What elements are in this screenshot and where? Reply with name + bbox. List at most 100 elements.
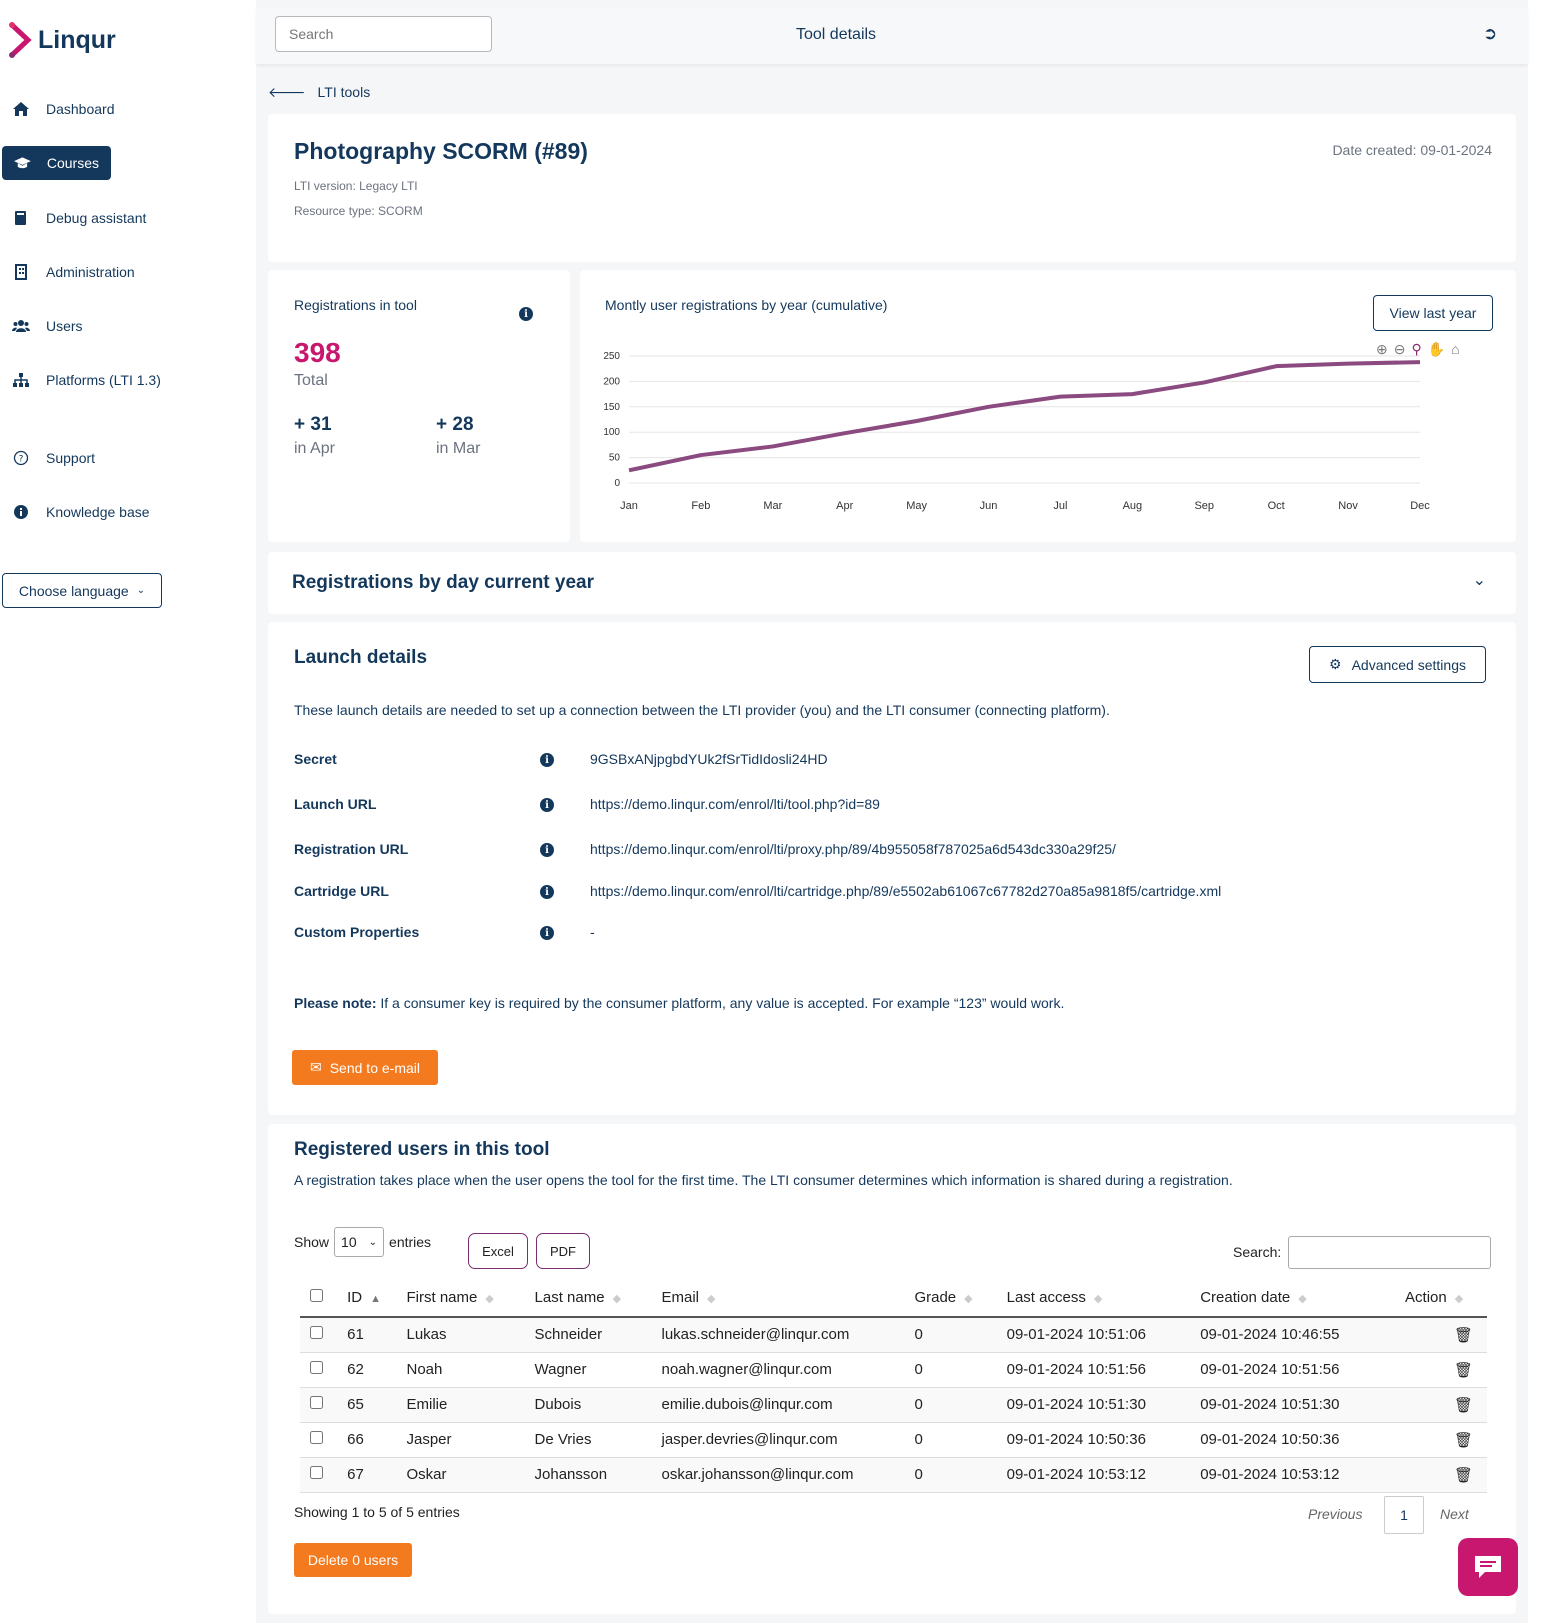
sidebar-item-debug-assistant[interactable]: Debug assistant xyxy=(0,201,158,235)
column-header[interactable]: Last access ◆ xyxy=(1006,1279,1201,1318)
sidebar-item-users[interactable]: Users xyxy=(0,309,95,343)
delete-row-button[interactable]: 🗑 xyxy=(1405,1352,1487,1388)
logout-icon[interactable]: ➲ xyxy=(1483,24,1498,43)
advanced-settings-button[interactable]: ⚙ Advanced settings xyxy=(1309,646,1486,683)
sidebar-item-administration[interactable]: Administration xyxy=(0,255,147,289)
info-icon[interactable]: i xyxy=(540,843,554,857)
row-checkbox[interactable] xyxy=(300,1317,348,1353)
column-label: Email xyxy=(661,1289,700,1306)
table-cell: 0 xyxy=(914,1352,1007,1388)
row-checkbox[interactable] xyxy=(300,1422,348,1458)
column-header[interactable]: Action ◆ xyxy=(1405,1279,1487,1318)
info-icon[interactable]: i xyxy=(540,798,554,812)
language-label: Choose language xyxy=(18,582,129,599)
page-1-button[interactable]: 1 xyxy=(1384,1496,1424,1534)
breadcrumb-back-link[interactable]: LTI tools xyxy=(317,84,371,100)
info-icon[interactable]: i xyxy=(540,926,554,940)
sidebar-item-label: Dashboard xyxy=(46,101,115,117)
table-cell: 09-01-2024 10:51:30 xyxy=(1006,1387,1201,1423)
sidebar-item-label: Platforms (LTI 1.3) xyxy=(46,372,161,388)
launch-row-label: Registration URL xyxy=(294,841,409,857)
sidebar-item-support[interactable]: ? Support xyxy=(0,441,107,475)
delete-row-button[interactable]: 🗑 xyxy=(1405,1317,1487,1353)
column-header[interactable]: Grade ◆ xyxy=(914,1279,1007,1318)
view-last-year-button[interactable]: View last year xyxy=(1373,295,1493,331)
column-label: Creation date xyxy=(1200,1289,1291,1306)
launch-row-value[interactable]: https://demo.linqur.com/enrol/lti/tool.p… xyxy=(590,796,880,812)
stat-mar-label: in Mar xyxy=(436,440,481,457)
search-input[interactable]: Search xyxy=(275,16,492,52)
brand-name: Linqur xyxy=(38,25,116,54)
column-label: Grade xyxy=(914,1289,957,1306)
sort-icon: ▲ xyxy=(370,1293,381,1305)
sidebar-item-label: Support xyxy=(46,450,96,466)
excel-export-button[interactable]: Excel xyxy=(468,1233,528,1269)
x-tick-label: Oct xyxy=(1268,500,1285,512)
send-email-button[interactable]: ✉ Send to e-mail xyxy=(292,1050,438,1085)
table-search-input[interactable] xyxy=(1288,1236,1491,1269)
launch-row-value[interactable]: https://demo.linqur.com/enrol/lti/cartri… xyxy=(590,883,1222,899)
page-size-select[interactable]: 10 ⌄ xyxy=(334,1227,385,1257)
table-row: 62 Noah Wagner noah.wagner@linqur.com 0 09-01… xyxy=(300,1352,1487,1388)
language-select[interactable]: Choose language ⌄ xyxy=(2,573,162,608)
launch-row-label: Secret xyxy=(294,751,337,767)
launch-row-value[interactable]: https://demo.linqur.com/enrol/lti/proxy.… xyxy=(590,841,1116,857)
chat-button[interactable] xyxy=(1458,1538,1518,1596)
info-icon[interactable]: i xyxy=(540,753,554,767)
pdf-export-button[interactable]: PDF xyxy=(536,1233,590,1269)
selection-zoom-icon[interactable]: ⚲ xyxy=(1411,341,1422,357)
info-icon[interactable]: i xyxy=(540,885,554,899)
column-header[interactable]: Last name ◆ xyxy=(534,1279,662,1318)
delete-row-button[interactable]: 🗑 xyxy=(1405,1387,1487,1423)
zoom-in-icon[interactable]: ⊕ xyxy=(1376,341,1388,357)
column-header[interactable]: Creation date ◆ xyxy=(1200,1279,1406,1318)
row-checkbox[interactable] xyxy=(300,1387,348,1423)
table-cell: Jasper xyxy=(406,1422,535,1458)
x-tick-label: Aug xyxy=(1123,500,1143,512)
table-cell: Noah xyxy=(406,1352,535,1388)
users-icon xyxy=(12,320,30,332)
info-icon[interactable]: i xyxy=(519,307,533,321)
row-checkbox[interactable] xyxy=(300,1352,348,1388)
graduation-cap-icon xyxy=(14,157,31,169)
x-tick-label: Jul xyxy=(1053,500,1067,512)
next-page-button[interactable]: Next xyxy=(1440,1506,1469,1522)
table-cell: 0 xyxy=(914,1387,1007,1423)
launch-row-value[interactable]: 9GSBxANjpgbdYUk2fSrTidIdosli24HD xyxy=(590,751,828,767)
gear-icon: ⚙ xyxy=(1329,656,1342,672)
trash-icon: 🗑 xyxy=(1453,1396,1473,1414)
column-header[interactable]: ID ▲ xyxy=(347,1279,407,1318)
breadcrumb[interactable]: 🡐 LTI tools xyxy=(268,84,370,101)
svg-text:?: ? xyxy=(19,455,24,465)
sidebar-item-platforms[interactable]: Platforms (LTI 1.3) xyxy=(0,363,173,397)
stat-apr-label: in Apr xyxy=(294,440,335,457)
launch-row-value[interactable]: - xyxy=(590,924,595,940)
table-cell: Johansson xyxy=(534,1457,662,1493)
select-all-checkbox[interactable] xyxy=(300,1279,348,1318)
logo[interactable]: Linqur xyxy=(8,22,116,58)
zoom-out-icon[interactable]: ⊖ xyxy=(1393,341,1406,357)
reset-home-icon[interactable]: ⌂ xyxy=(1451,341,1460,357)
pan-hand-icon[interactable]: ✋ xyxy=(1427,341,1446,357)
note-label: Please note: xyxy=(294,995,377,1011)
chat-icon xyxy=(1475,1556,1501,1578)
delete-users-button[interactable]: Delete 0 users xyxy=(294,1543,412,1577)
previous-page-button[interactable]: Previous xyxy=(1308,1506,1363,1522)
trash-icon: 🗑 xyxy=(1453,1466,1473,1484)
info-circle-icon xyxy=(14,505,28,519)
chevron-down-icon[interactable]: ⌄ xyxy=(1472,572,1486,589)
table-cell: 66 xyxy=(347,1422,407,1458)
row-checkbox[interactable] xyxy=(300,1457,348,1493)
sort-icon: ◆ xyxy=(1298,1293,1307,1305)
sidebar-item-dashboard[interactable]: Dashboard xyxy=(0,92,127,126)
sidebar-item-courses[interactable]: Courses xyxy=(2,146,111,180)
delete-row-button[interactable]: 🗑 xyxy=(1405,1457,1487,1493)
by-day-title: Registrations by day current year xyxy=(292,572,594,593)
registrations-by-day-panel[interactable]: Registrations by day current year ⌄ xyxy=(268,552,1516,614)
users-title: Registered users in this tool xyxy=(294,1139,550,1160)
delete-row-button[interactable]: 🗑 xyxy=(1405,1422,1487,1458)
sidebar-item-knowledge-base[interactable]: Knowledge base xyxy=(0,495,162,529)
stat-mar-value: + 28 xyxy=(436,414,474,435)
column-header[interactable]: Email ◆ xyxy=(661,1279,915,1318)
column-header[interactable]: First name ◆ xyxy=(406,1279,535,1318)
